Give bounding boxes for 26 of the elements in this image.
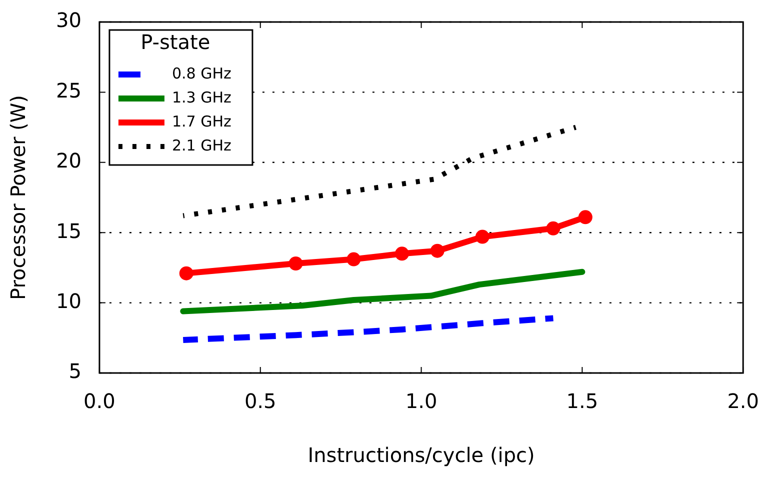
x-axis-title: Instructions/cycle (ipc) (308, 443, 535, 468)
legend-label: 0.8 GHz (172, 64, 232, 82)
x-tick-label: 1.0 (405, 389, 438, 414)
y-tick-label: 25 (56, 78, 82, 102)
y-tick-label: 20 (56, 148, 82, 173)
x-tick-label: 1.5 (566, 389, 598, 414)
point (546, 221, 560, 236)
legend-label: 1.3 GHz (172, 88, 232, 106)
y-tick-label: 15 (56, 218, 82, 243)
x-tick-label: 0.0 (84, 389, 116, 414)
legend-label: 2.1 GHz (172, 136, 232, 154)
point (346, 252, 361, 266)
y-tick-label: 10 (56, 289, 82, 314)
point (394, 246, 409, 261)
y-axis-title: Processor Power (W) (6, 95, 30, 300)
point (179, 266, 194, 280)
legend-label: 1.7 GHz (172, 112, 232, 130)
legend-title: P-state (140, 30, 210, 54)
point (288, 256, 303, 270)
point (475, 230, 490, 244)
point (430, 244, 444, 258)
x-tick-label: 0.5 (244, 389, 276, 414)
point (578, 210, 592, 224)
x-tick-label: 2.0 (727, 389, 760, 414)
y-tick-label: 5 (68, 359, 82, 384)
y-tick-label: 30 (56, 8, 82, 32)
